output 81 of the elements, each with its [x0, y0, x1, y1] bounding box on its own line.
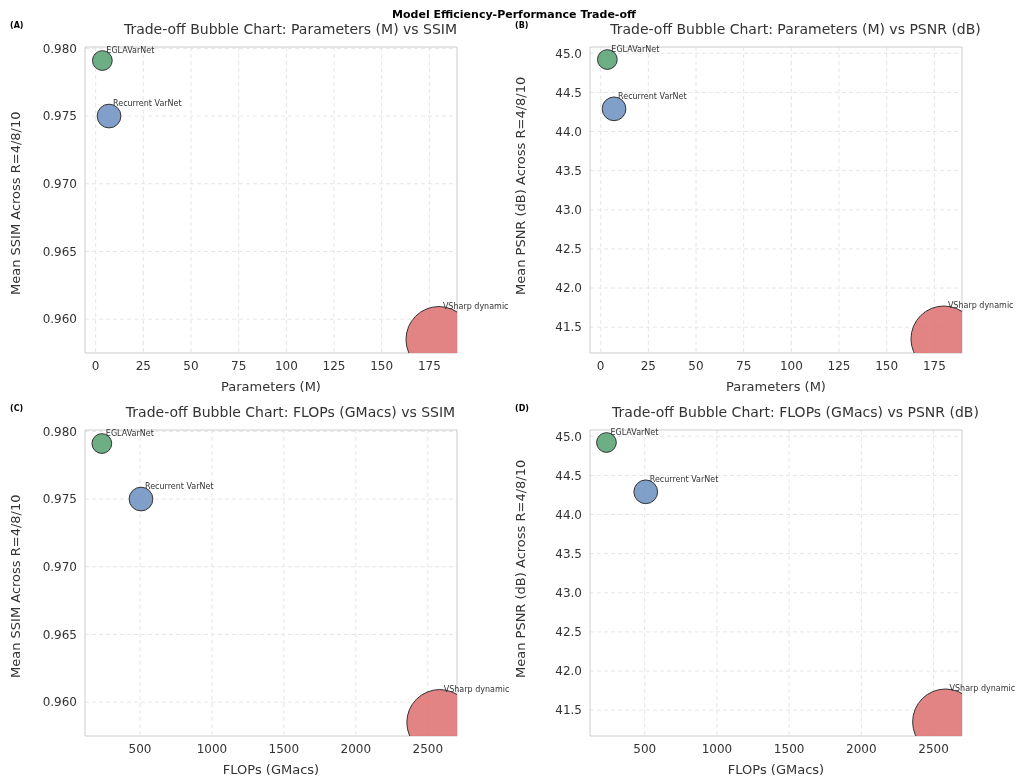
chart-title: Trade-off Bubble Chart: FLOPs (GMacs) vs SSIM	[124, 404, 457, 420]
x-axis-title: FLOPs (GMacs)	[727, 762, 825, 777]
series-label: EGLAVarNet	[106, 45, 155, 55]
series-label: VSharp dynamic	[949, 684, 1016, 694]
y-tick-label: 0.980	[42, 41, 77, 56]
y-tick-label: 44.5	[555, 468, 582, 483]
y-tick-label: 45.0	[555, 46, 582, 61]
y-tick-label: 45.0	[555, 429, 582, 444]
series-label: VSharp dynamic	[442, 301, 509, 311]
text: (B)	[515, 21, 529, 30]
series-label: VSharp dynamic	[947, 301, 1014, 311]
x-tick-label: 2500	[918, 741, 949, 756]
x-tick-label: 100	[274, 358, 298, 373]
x-axis-title: Parameters (M)	[726, 379, 826, 394]
x-tick-label: 125	[322, 358, 346, 373]
y-tick-label: 0.960	[42, 695, 77, 710]
text: Model Efficiency-Performance Trade-off	[391, 8, 637, 21]
text: (A)	[10, 21, 24, 30]
y-tick-label: 42.0	[555, 664, 582, 679]
y-tick-label: 42.0	[555, 281, 582, 296]
x-tick-label: 1500	[268, 741, 300, 756]
x-tick-label: 50	[688, 358, 704, 373]
y-tick-label: 0.975	[42, 492, 77, 507]
y-tick-label: 43.5	[555, 546, 582, 561]
x-tick-label: 2000	[340, 741, 372, 756]
x-tick-label: 0	[91, 358, 100, 373]
x-tick-label: 175	[922, 358, 946, 373]
x-tick-label: 25	[640, 358, 656, 373]
chart-title: Trade-off Bubble Chart: Parameters (M) vs SSIM	[122, 21, 458, 37]
x-tick-label: 100	[779, 358, 803, 373]
series-label: VSharp dynamic	[443, 684, 510, 694]
x-tick-label: 175	[417, 358, 441, 373]
x-tick-label: 2500	[412, 741, 444, 756]
y-tick-label: 42.5	[555, 242, 582, 257]
y-tick-label: 44.5	[555, 85, 582, 100]
series-label: EGLAVarNet	[105, 428, 154, 438]
x-axis-title: Parameters (M)	[221, 379, 321, 394]
y-axis-title: Mean SSIM Across R=4/8/10	[7, 494, 23, 678]
y-axis-title: Mean SSIM Across R=4/8/10	[7, 111, 23, 295]
y-tick-label: 42.5	[555, 625, 582, 640]
y-tick-label: 43.5	[555, 163, 582, 178]
x-tick-label: 25	[135, 358, 151, 373]
y-tick-label: 0.965	[42, 627, 77, 642]
chart-title: Trade-off Bubble Chart: FLOPs (GMacs) vs PSNR (dB)	[611, 404, 980, 420]
x-tick-label: 1500	[773, 741, 805, 756]
series-label: Recurrent VarNet	[113, 99, 182, 109]
x-tick-label: 500	[633, 741, 657, 756]
y-tick-label: 0.975	[42, 109, 77, 124]
y-tick-label: 44.0	[555, 124, 582, 139]
x-tick-label: 50	[183, 358, 199, 373]
x-tick-label: 150	[370, 358, 394, 373]
y-tick-label: 43.0	[555, 586, 582, 601]
series-label: Recurrent VarNet	[649, 474, 719, 484]
text: (C)	[10, 404, 24, 413]
x-tick-label: 75	[231, 358, 247, 373]
y-tick-label: 0.980	[42, 424, 77, 439]
text: (D)	[515, 404, 529, 413]
series-label: EGLAVarNet	[611, 44, 660, 54]
y-tick-label: 0.970	[42, 560, 77, 575]
x-tick-label: 1000	[701, 741, 733, 756]
x-tick-label: 2000	[846, 741, 877, 756]
y-tick-label: 0.960	[42, 312, 77, 327]
series-label: EGLAVarNet	[610, 427, 659, 437]
y-axis-title: Mean PSNR (dB) Across R=4/8/10	[512, 459, 528, 678]
x-tick-label: 1000	[196, 741, 228, 756]
x-tick-label: 500	[128, 741, 152, 756]
x-tick-label: 75	[736, 358, 752, 373]
y-tick-label: 0.965	[42, 244, 77, 259]
y-tick-label: 44.0	[555, 507, 582, 522]
y-axis-title: Mean PSNR (dB) Across R=4/8/10	[512, 76, 528, 295]
series-label: Recurrent VarNet	[144, 482, 214, 492]
x-tick-label: 150	[875, 358, 899, 373]
y-tick-label: 0.970	[42, 177, 77, 192]
chart-title: Trade-off Bubble Chart: Parameters (M) vs PSNR (dB)	[609, 21, 982, 37]
x-tick-label: 125	[827, 358, 851, 373]
x-tick-label: 0	[596, 358, 605, 373]
y-tick-label: 43.0	[555, 203, 582, 218]
y-tick-label: 41.5	[555, 703, 582, 718]
x-axis-title: FLOPs (GMacs)	[222, 762, 320, 777]
y-tick-label: 41.5	[555, 320, 582, 335]
series-label: Recurrent VarNet	[618, 91, 687, 101]
